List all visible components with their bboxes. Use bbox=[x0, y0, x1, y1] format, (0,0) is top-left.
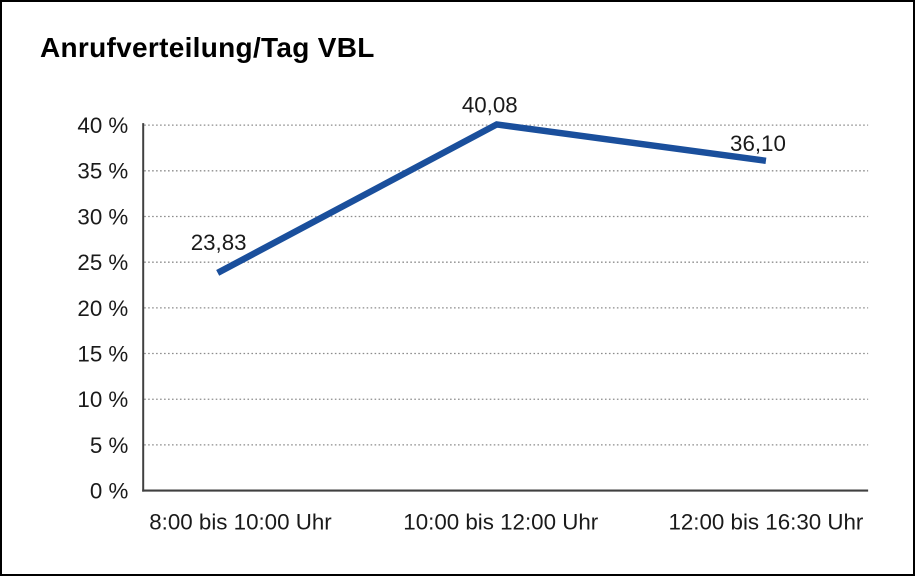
y-tick-label: 20 % bbox=[77, 296, 128, 321]
y-tick-label: 40 % bbox=[77, 113, 128, 138]
y-tick-label: 35 % bbox=[77, 159, 128, 184]
data-point-label: 40,08 bbox=[462, 92, 518, 117]
x-category-label: 12:00 bis 16:30 Uhr bbox=[668, 509, 863, 534]
y-tick-label: 10 % bbox=[77, 387, 128, 412]
y-tick-label: 15 % bbox=[77, 341, 128, 366]
y-tick-label: 25 % bbox=[77, 250, 128, 275]
chart-title: Anrufverteilung/Tag VBL bbox=[40, 32, 375, 63]
x-category-label: 8:00 bis 10:00 Uhr bbox=[149, 509, 332, 534]
y-tick-label: 30 % bbox=[77, 204, 128, 229]
data-point-label: 36,10 bbox=[730, 131, 786, 156]
data-line bbox=[216, 121, 767, 276]
y-tick-label: 5 % bbox=[90, 433, 129, 458]
data-point-label: 23,83 bbox=[191, 230, 247, 255]
y-tick-label: 0 % bbox=[90, 479, 129, 504]
x-category-label: 10:00 bis 12:00 Uhr bbox=[403, 509, 598, 534]
